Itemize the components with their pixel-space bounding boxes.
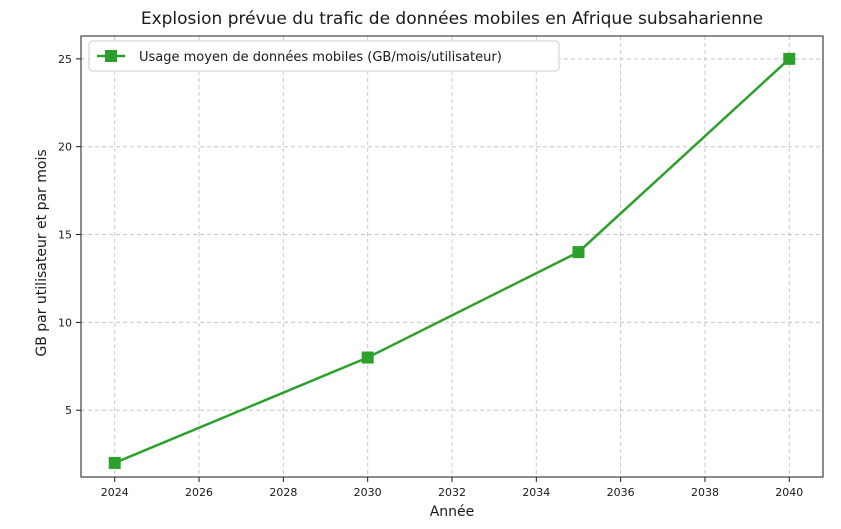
series-line <box>114 57 791 465</box>
legend-box <box>88 40 560 72</box>
x-axis-label: Année <box>430 504 475 520</box>
data-point-marker <box>572 246 585 259</box>
x-tick-label: 2024 <box>101 486 129 499</box>
x-tick-label: 2038 <box>691 486 719 499</box>
plot-frame <box>80 35 824 478</box>
x-tick-label: 2040 <box>775 486 803 499</box>
axis-ticks: 2024 2026 2028 2030 2032 2034 2036 2038 2040 5 10 1… <box>58 53 803 499</box>
x-tick-label: 2032 <box>438 486 466 499</box>
data-point-marker <box>108 456 121 469</box>
y-axis-label: GB par utilisateur et par mois <box>34 149 50 356</box>
x-tick-label: 2028 <box>269 486 297 499</box>
y-tick-label: 20 <box>58 141 72 154</box>
y-tick-label: 15 <box>58 229 72 242</box>
data-point-marker <box>783 52 796 65</box>
series-layer <box>108 52 796 469</box>
x-tick-label: 2036 <box>607 486 635 499</box>
x-tick-label: 2034 <box>522 486 550 499</box>
legend-series-label: Usage moyen de données mobiles (GB/mois/… <box>139 50 502 65</box>
y-tick-label: 10 <box>58 316 72 329</box>
y-tick-label: 5 <box>65 404 72 417</box>
data-point-marker <box>361 351 374 364</box>
y-tick-label: 25 <box>58 53 72 66</box>
legend: Usage moyen de données mobiles (GB/mois/… <box>88 40 560 72</box>
chart-title: Explosion prévue du trafic de données mo… <box>141 9 763 29</box>
legend-series-marker <box>105 50 117 62</box>
x-tick-label: 2030 <box>354 486 382 499</box>
x-tick-label: 2026 <box>185 486 213 499</box>
grid <box>81 36 823 477</box>
